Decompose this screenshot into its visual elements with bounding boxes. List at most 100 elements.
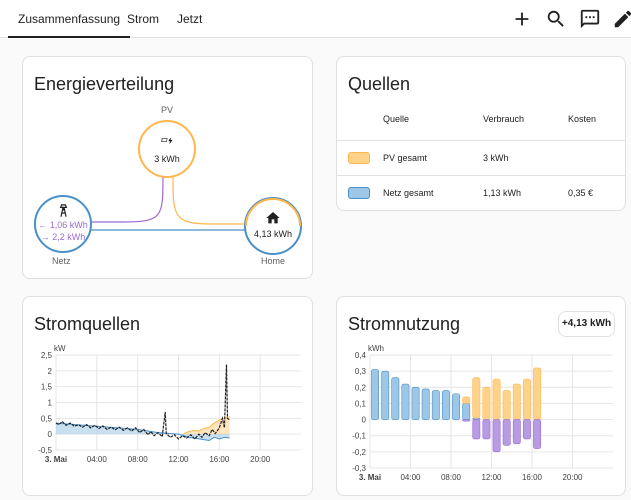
power-usage-title: Stromnutzung (348, 314, 461, 334)
grid-bar (441, 390, 450, 420)
table-divider (337, 140, 625, 141)
consumption-line (55, 364, 230, 440)
x-tick-label: 04:00 (400, 473, 421, 482)
home-ring (245, 198, 301, 227)
power-sources-title: Stromquellen (34, 314, 141, 334)
return-bar (492, 419, 501, 453)
power-sources-chart[interactable]: kW 2,5 2 1,5 1 0,5 0 -0,5 3. Mai 04:00 08:00 12:00 1… (23, 297, 314, 500)
pv-to-home-line (172, 174, 250, 225)
y-tick-label: 0,3 (355, 367, 367, 376)
energy-distribution-card: Energieverteilung PV 3 kWh ← 1,06 kWh → … (22, 56, 313, 279)
add-icon[interactable] (511, 8, 533, 30)
solar-power-icon (161, 137, 173, 145)
top-app-bar: Zusammenfassung Strom Jetzt (0, 0, 631, 38)
pv-label: PV (161, 105, 174, 115)
source-cost: 0,35 € (568, 188, 594, 198)
y-tick-label: -0,1 (352, 432, 366, 441)
return-bar (482, 419, 491, 440)
sources-card: Quellen Quelle Verbrauch Kosten PV gesam… (336, 56, 626, 211)
y-tick-label: 0,4 (355, 351, 367, 360)
x-tick-label: 20:00 (250, 455, 271, 464)
y-tick-label: 0 (362, 416, 367, 425)
pv-bar (462, 396, 471, 404)
pv-value: 3 kWh (154, 154, 180, 164)
grid-bar (411, 386, 420, 420)
grid-bar (421, 388, 430, 420)
grid-bar (462, 403, 471, 420)
return-bar (472, 419, 481, 440)
x-tick-label: 08:00 (128, 455, 149, 464)
home-icon (266, 212, 280, 224)
pv-bar (512, 383, 521, 420)
x-tick-label: 20:00 (562, 473, 583, 482)
transmission-tower-icon (59, 204, 68, 217)
y-tick-label: 0,2 (355, 383, 367, 392)
home-node[interactable]: 4,13 kWh (244, 197, 302, 255)
energy-distribution-title: Energieverteilung (34, 74, 175, 94)
tab-zusammenfassung[interactable]: Zusammenfassung (7, 0, 131, 38)
y-tick-label: 0,1 (355, 399, 367, 408)
grid-bar (381, 370, 390, 420)
grid-label: Netz (52, 256, 71, 266)
search-icon[interactable] (545, 8, 567, 30)
pv-bar (492, 378, 501, 420)
grid-export-row: → 2,2 kWh (40, 232, 86, 242)
tab-jetzt[interactable]: Jetzt (177, 12, 203, 26)
y-tick-label: 0,5 (41, 414, 53, 423)
return-bar (533, 419, 542, 449)
y-tick-label: 1,5 (41, 383, 53, 392)
x-tick-label: 3. Mai (45, 455, 67, 464)
x-tick-label: 12:00 (168, 455, 189, 464)
grid-swatch (348, 187, 370, 199)
total-usage-badge[interactable]: +4,13 kWh (558, 311, 615, 337)
return-bar (512, 419, 521, 445)
return-bar (522, 419, 531, 440)
y-tick-label: 1 (48, 399, 53, 408)
grid-bar (371, 369, 380, 420)
grid-import-row: ← 1,06 kWh (38, 220, 88, 230)
x-tick-label: 16:00 (209, 455, 230, 464)
source-consumption: 1,13 kWh (483, 188, 522, 198)
tab-strom[interactable]: Strom (127, 12, 160, 26)
grid-bar (401, 383, 410, 420)
table-divider (337, 175, 625, 176)
power-usage-chart[interactable]: kWh 0,4 0,3 0,2 0,1 0 -0,1 -0,2 -0,3 3. Mai 04:00 0… (337, 297, 627, 500)
grid-bar (452, 393, 461, 420)
grid-export-value: 2,2 kWh (52, 232, 86, 242)
col-header-source: Quelle (383, 114, 410, 124)
y-tick-label: -0,3 (352, 464, 366, 473)
power-sources-svg: kW2,5 2 1,5 1 0,5 0 -0,53. Mai 04:00 08:00 12:00 1… (38, 344, 301, 464)
energy-flow-lines (80, 174, 250, 231)
power-sources-card: Stromquellen kW 2,5 2 1,5 1 0,5 0 -0,5 3. Mai 04:… (22, 296, 313, 496)
pv-bar (502, 390, 511, 420)
y-tick-label: -0,5 (38, 446, 52, 455)
sources-title: Quellen (348, 74, 411, 94)
pv-bar (522, 378, 531, 420)
y-tick-label: 2,5 (41, 351, 53, 360)
return-bar (462, 419, 471, 422)
x-tick-label: 3. Mai (359, 473, 381, 482)
grid-bar (431, 390, 440, 420)
grid-import-value: 1,06 kWh (49, 220, 88, 230)
col-header-consumption: Verbrauch (483, 114, 525, 124)
y-tick-label: 0 (48, 430, 53, 439)
grid-node[interactable]: ← 1,06 kWh → 2,2 kWh (34, 195, 92, 253)
edit-icon[interactable] (612, 8, 631, 30)
x-tick-label: 12:00 (481, 473, 502, 482)
x-tick-label: 16:00 (522, 473, 543, 482)
y-tick-label: -0,2 (352, 448, 366, 457)
power-usage-card: Stromnutzung +4,13 kWh kWh 0,4 0,3 0,2 0,1 0 -… (336, 296, 626, 496)
pv-bar (533, 367, 542, 420)
pv-to-grid-line (80, 174, 164, 223)
col-header-cost: Kosten (568, 114, 597, 124)
pv-node[interactable]: 3 kWh (138, 120, 196, 178)
source-name: PV gesamt (383, 153, 428, 163)
home-value: 4,13 kWh (253, 229, 293, 239)
pv-bar (472, 377, 481, 419)
x-tick-label: 04:00 (87, 455, 108, 464)
source-name: Netz gesamt (383, 188, 434, 198)
return-bar (502, 419, 511, 446)
home-label: Home (261, 256, 286, 266)
comment-icon[interactable] (579, 8, 601, 30)
